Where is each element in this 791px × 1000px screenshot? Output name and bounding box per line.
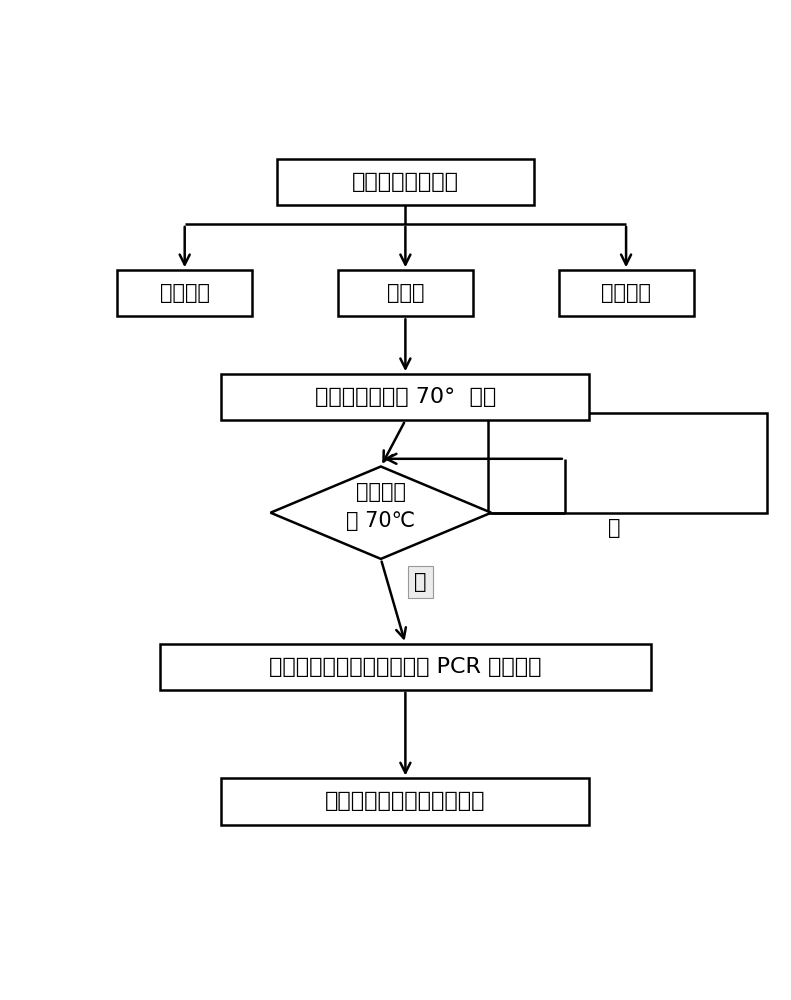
Text: 取消操作: 取消操作 bbox=[601, 283, 651, 303]
FancyBboxPatch shape bbox=[117, 270, 252, 316]
Text: 设置预热温度以 70°  为例: 设置预热温度以 70° 为例 bbox=[315, 387, 496, 407]
FancyBboxPatch shape bbox=[558, 270, 694, 316]
Text: 室温启动: 室温启动 bbox=[160, 283, 210, 303]
FancyBboxPatch shape bbox=[488, 413, 767, 513]
Text: 设置实验程序方法: 设置实验程序方法 bbox=[352, 172, 459, 192]
FancyBboxPatch shape bbox=[160, 644, 650, 690]
Text: 热启动: 热启动 bbox=[387, 283, 424, 303]
Text: 是否预热
到 70℃: 是否预热 到 70℃ bbox=[346, 482, 415, 531]
FancyBboxPatch shape bbox=[221, 778, 589, 825]
Polygon shape bbox=[271, 466, 491, 559]
FancyBboxPatch shape bbox=[277, 158, 534, 205]
Text: 点击确认按钮进行反应实验: 点击确认按钮进行反应实验 bbox=[325, 791, 486, 811]
Text: 在铝座内放入在冰上配制的 PCR 反应体系: 在铝座内放入在冰上配制的 PCR 反应体系 bbox=[269, 657, 542, 677]
Text: 否: 否 bbox=[607, 518, 620, 538]
FancyBboxPatch shape bbox=[338, 270, 473, 316]
FancyBboxPatch shape bbox=[221, 374, 589, 420]
Text: 是: 是 bbox=[414, 572, 427, 592]
